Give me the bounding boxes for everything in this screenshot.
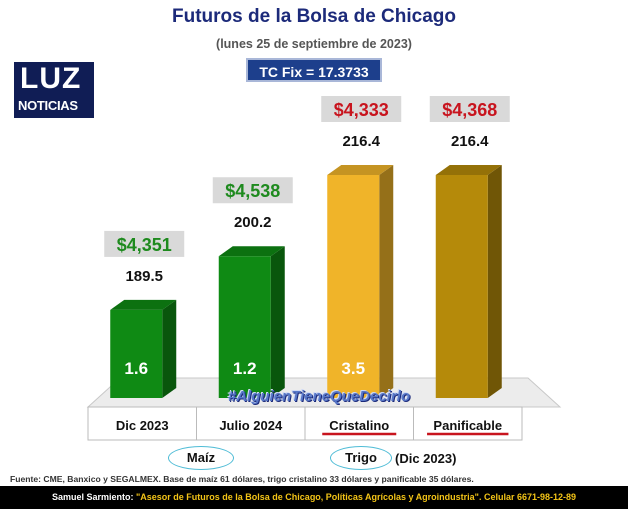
bar-top bbox=[327, 165, 394, 175]
price-label: $4,368 bbox=[442, 100, 497, 120]
price-box bbox=[429, 96, 510, 122]
group-label-trigo-suffix: (Dic 2023) bbox=[395, 451, 457, 466]
bar-top bbox=[110, 299, 177, 310]
category-label: Dic 2023 bbox=[116, 418, 169, 433]
bar-base-label: 1.2 bbox=[233, 359, 257, 378]
hashtag-watermark: #AlguienTieneQueDecirlo bbox=[227, 388, 411, 405]
group-label-trigo: Trigo bbox=[330, 446, 392, 470]
price-label: $4,333 bbox=[334, 100, 389, 120]
bar-side bbox=[162, 299, 177, 398]
price-box bbox=[104, 230, 185, 257]
logo-top-text: LUZ bbox=[20, 62, 82, 95]
bar-value-label: 200.2 bbox=[234, 214, 272, 231]
bar bbox=[110, 309, 163, 398]
price-label: $4,351 bbox=[117, 235, 172, 255]
bar-value-label: 216.4 bbox=[451, 133, 489, 150]
price-box bbox=[321, 96, 402, 122]
category-label: Julio 2024 bbox=[219, 418, 283, 433]
bar bbox=[327, 175, 380, 398]
source-note: Fuente: CME, Banxico y SEGALMEX. Base de… bbox=[10, 474, 474, 484]
chart-subtitle: (lunes 25 de septiembre de 2023) bbox=[216, 37, 412, 51]
bar-value-label: 216.4 bbox=[342, 133, 380, 150]
price-box bbox=[212, 177, 293, 204]
bar-value-label: 189.5 bbox=[125, 268, 163, 285]
luz-noticias-logo: LUZ NOTICIAS bbox=[14, 62, 94, 118]
category-label: Cristalino bbox=[329, 418, 389, 433]
group-label-maiz: Maíz bbox=[168, 446, 234, 470]
footer-text: "Asesor de Futuros de la Bolsa de Chicag… bbox=[133, 492, 577, 502]
bar bbox=[218, 256, 271, 398]
bar-side bbox=[270, 246, 285, 398]
exchange-rate-badge: TC Fix = 17.3733 bbox=[246, 58, 382, 82]
bar-side bbox=[487, 165, 502, 398]
bar bbox=[435, 175, 488, 398]
bar-base-label: 1.6 bbox=[124, 359, 148, 378]
footer-author: Samuel Sarmiento: bbox=[51, 492, 134, 502]
bar-top bbox=[435, 165, 502, 175]
logo-bottom-text: NOTICIAS bbox=[18, 98, 78, 113]
bar-side bbox=[379, 165, 394, 398]
bar-base-label: 3.5 bbox=[341, 359, 365, 378]
price-label: $4,538 bbox=[225, 181, 280, 201]
bar-top bbox=[218, 246, 285, 257]
chart-title: Futuros de la Bolsa de Chicago bbox=[172, 6, 456, 27]
footer-credit: Samuel Sarmiento: "Asesor de Futuros de … bbox=[0, 486, 628, 509]
category-label: Panificable bbox=[433, 418, 502, 433]
